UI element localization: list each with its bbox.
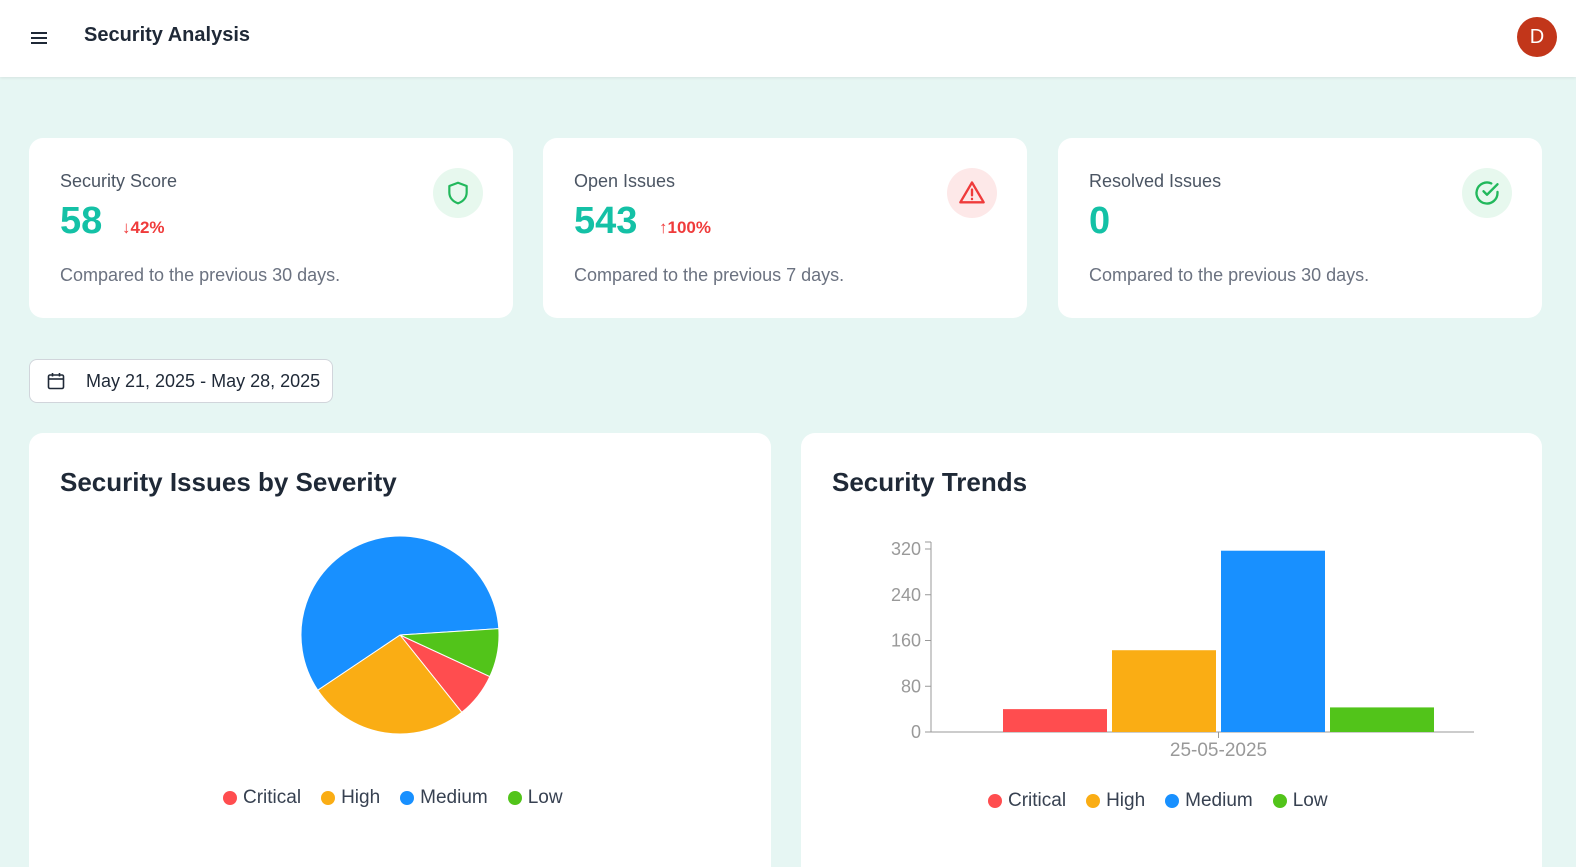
legend-item-low[interactable]: Low: [1272, 790, 1328, 812]
x-tick-label: 25-05-2025: [1170, 740, 1267, 761]
trends-chart-panel: Security Trends 0 80 160 240 320 25-05-2025 C…: [801, 433, 1542, 867]
bar-high[interactable]: [1112, 650, 1216, 732]
y-tick-label: 240: [891, 585, 921, 605]
legend-item-high[interactable]: High: [321, 787, 380, 809]
legend-label: Low: [1292, 790, 1328, 811]
stat-note: Compared to the previous 30 days.: [1089, 265, 1370, 285]
stat-change: ↑100%: [659, 218, 711, 237]
avatar[interactable]: D: [1517, 17, 1557, 57]
open-issues-card: Open Issues 543 ↑100% Compared to the pr…: [543, 138, 1027, 318]
check-circle-icon: [1462, 168, 1512, 218]
y-tick-label: 80: [901, 676, 921, 696]
security-score-card: Security Score 58 ↓42% Compared to the p…: [29, 138, 513, 318]
legend-item-critical[interactable]: Critical: [223, 787, 301, 809]
stat-value: 543: [574, 200, 638, 242]
legend-label: Medium: [420, 787, 488, 808]
calendar-icon: [46, 371, 66, 391]
pie-slice-high[interactable]: [317, 634, 463, 735]
legend-dot: [400, 791, 415, 805]
legend-dot: [988, 794, 1002, 808]
legend-item-high[interactable]: High: [1086, 790, 1145, 812]
bar-low[interactable]: [1330, 707, 1434, 732]
legend-item-medium[interactable]: Medium: [1165, 790, 1253, 812]
pie-legend: Critical High Medium Low: [223, 787, 563, 809]
panel-title: Security Issues by Severity: [60, 467, 397, 497]
legend-dot: [223, 791, 237, 805]
stat-label: Resolved Issues: [1089, 171, 1222, 191]
legend-dot: [507, 791, 522, 805]
bar-legend: Critical High Medium Low: [988, 790, 1328, 812]
legend-dot: [1165, 794, 1180, 808]
date-range-picker[interactable]: May 21, 2025 - May 28, 2025: [29, 359, 333, 403]
severity-chart-panel: Security Issues by Severity Critical High…: [29, 433, 771, 867]
page-title: Security Analysis: [84, 24, 251, 46]
y-tick-label: 320: [891, 539, 921, 559]
trends-bar-chart: 0 80 160 240 320 25-05-2025: [891, 539, 1474, 761]
top-bar: Security Analysis D: [0, 0, 1576, 77]
legend-label: Low: [527, 787, 563, 808]
legend-item-medium[interactable]: Medium: [400, 787, 488, 809]
y-tick-label: 0: [911, 722, 921, 742]
stat-value: 0: [1089, 200, 1111, 242]
legend-dot: [1086, 794, 1101, 808]
legend-label: Critical: [1008, 790, 1067, 811]
stat-note: Compared to the previous 30 days.: [60, 265, 341, 285]
legend-dot: [1272, 794, 1287, 808]
stat-change: ↓42%: [122, 218, 165, 237]
legend-label: Medium: [1185, 790, 1253, 811]
pie-slice-low[interactable]: [399, 628, 500, 678]
severity-pie-chart: [300, 535, 500, 735]
menu-icon[interactable]: [26, 26, 52, 50]
bar-medium[interactable]: [1221, 550, 1325, 732]
date-range-text: May 21, 2025 - May 28, 2025: [86, 370, 321, 391]
legend-label: High: [341, 787, 381, 808]
resolved-issues-card: Resolved Issues 0 Compared to the previo…: [1058, 138, 1542, 318]
pie-slice-medium[interactable]: [300, 535, 500, 691]
panel-title: Security Trends: [832, 467, 1028, 497]
shield-icon: [433, 168, 483, 218]
stat-note: Compared to the previous 7 days.: [574, 265, 845, 285]
legend-label: High: [1106, 790, 1146, 811]
warning-icon: [947, 168, 997, 218]
legend-dot: [321, 791, 336, 805]
stat-label: Security Score: [60, 171, 178, 191]
legend-label: Critical: [243, 787, 302, 808]
bar-critical[interactable]: [1003, 709, 1107, 732]
stat-value: 58: [60, 200, 103, 242]
stat-label: Open Issues: [574, 171, 676, 191]
legend-item-low[interactable]: Low: [507, 787, 563, 809]
legend-item-critical[interactable]: Critical: [988, 790, 1066, 812]
y-tick-label: 160: [891, 631, 921, 651]
